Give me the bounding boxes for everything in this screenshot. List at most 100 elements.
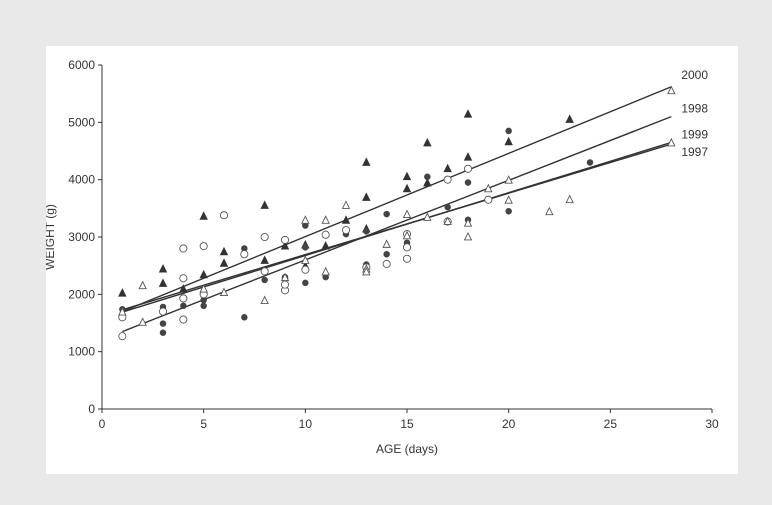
point-1999 <box>179 315 188 324</box>
fit-label-1997: 1997 <box>681 145 708 159</box>
point-2000 <box>179 284 188 293</box>
point-1997 <box>260 295 269 305</box>
point-2000 <box>260 255 269 264</box>
x-tick-label: 10 <box>299 417 313 431</box>
fit-label-1998: 1998 <box>681 102 708 116</box>
point-2000 <box>280 241 290 250</box>
chart-panel: 0 5 10 15 20 25 30 0 1000 2000 3000 4000 5000 6000 AG… <box>46 46 738 474</box>
x-tick-label: 30 <box>705 417 719 431</box>
point-1997 <box>484 183 493 193</box>
point-1997 <box>667 85 676 95</box>
fit-line-1997 <box>122 143 672 311</box>
point-2000 <box>199 211 208 220</box>
point-1998 <box>424 173 431 181</box>
data-points <box>118 85 676 341</box>
point-1997 <box>402 209 412 219</box>
point-2000 <box>463 109 473 118</box>
point-1999 <box>484 195 493 204</box>
point-1999 <box>179 294 188 303</box>
point-1998 <box>159 329 167 336</box>
fit-line-1998 <box>122 115 672 333</box>
point-1997 <box>118 307 127 316</box>
point-2000 <box>158 264 168 273</box>
point-1999 <box>382 259 391 268</box>
point-1998 <box>241 314 248 321</box>
y-tick-label: 0 <box>88 402 95 416</box>
y-tick-label: 4000 <box>68 173 95 187</box>
fit-line-2000 <box>122 86 672 313</box>
point-2000 <box>219 246 229 256</box>
point-1999 <box>199 242 208 251</box>
point-1999 <box>301 265 310 274</box>
point-2000 <box>565 114 574 123</box>
x-tick-label: 5 <box>200 417 207 431</box>
point-1999 <box>158 307 168 316</box>
x-tick-label: 20 <box>502 417 516 431</box>
point-1997 <box>280 272 290 282</box>
point-1997 <box>423 212 432 221</box>
point-2000 <box>341 215 351 224</box>
point-1999 <box>443 175 452 184</box>
y-tick-label: 5000 <box>68 115 95 129</box>
point-2000 <box>423 137 432 147</box>
point-1998 <box>383 210 390 218</box>
scatter-chart: 0 5 10 15 20 25 30 0 1000 2000 3000 4000 5000 6000 AG… <box>46 58 719 456</box>
point-2000 <box>219 258 229 267</box>
point-1998 <box>444 203 451 211</box>
axes: 0 5 10 15 20 25 30 0 1000 2000 3000 4000 5000 6000 <box>68 58 719 431</box>
y-axis-title: WEIGHT (g) <box>46 204 57 270</box>
point-2000 <box>402 183 412 193</box>
point-1999 <box>402 243 412 252</box>
point-1998 <box>261 276 268 284</box>
point-1998 <box>180 302 187 310</box>
fit-label-2000: 2000 <box>681 68 708 82</box>
y-tick-label: 1000 <box>68 345 95 359</box>
point-1998 <box>363 228 370 235</box>
point-1999 <box>179 274 188 283</box>
point-2000 <box>158 278 168 287</box>
point-1999 <box>463 164 473 173</box>
point-1997 <box>301 215 310 224</box>
point-1997 <box>667 137 676 147</box>
point-1999 <box>341 226 351 235</box>
point-2000 <box>463 152 473 161</box>
point-1997 <box>362 266 371 276</box>
point-1997 <box>463 231 473 241</box>
point-1998 <box>302 279 309 287</box>
point-1999 <box>260 232 269 242</box>
point-2000 <box>118 288 127 297</box>
point-1998 <box>200 302 207 310</box>
point-1999 <box>260 267 269 276</box>
point-1999 <box>118 332 127 341</box>
point-2000 <box>504 136 513 146</box>
point-1997 <box>443 216 452 225</box>
x-tick-label: 0 <box>99 417 106 431</box>
point-1997 <box>504 175 513 184</box>
point-2000 <box>260 200 269 209</box>
point-1998 <box>464 179 472 186</box>
point-1999 <box>280 235 290 244</box>
point-1998 <box>302 244 309 251</box>
point-1997 <box>565 194 574 204</box>
point-1997 <box>545 206 554 216</box>
point-2000 <box>199 269 208 279</box>
y-tick-label: 3000 <box>68 230 95 244</box>
point-1999 <box>240 250 249 259</box>
x-axis-title: AGE (days) <box>376 442 438 456</box>
point-2000 <box>402 171 412 181</box>
point-1999 <box>219 211 229 220</box>
x-tick-label: 15 <box>400 417 414 431</box>
point-2000 <box>321 241 330 250</box>
point-1998 <box>505 127 512 135</box>
x-tick-label: 25 <box>604 417 618 431</box>
point-1997 <box>321 215 330 224</box>
point-1998 <box>586 159 594 166</box>
point-2000 <box>443 163 452 173</box>
point-1997 <box>321 266 330 276</box>
point-2000 <box>362 192 371 201</box>
regression-lines <box>122 86 672 333</box>
point-1999 <box>179 244 188 253</box>
point-1999 <box>402 254 412 263</box>
point-1998 <box>383 250 390 258</box>
